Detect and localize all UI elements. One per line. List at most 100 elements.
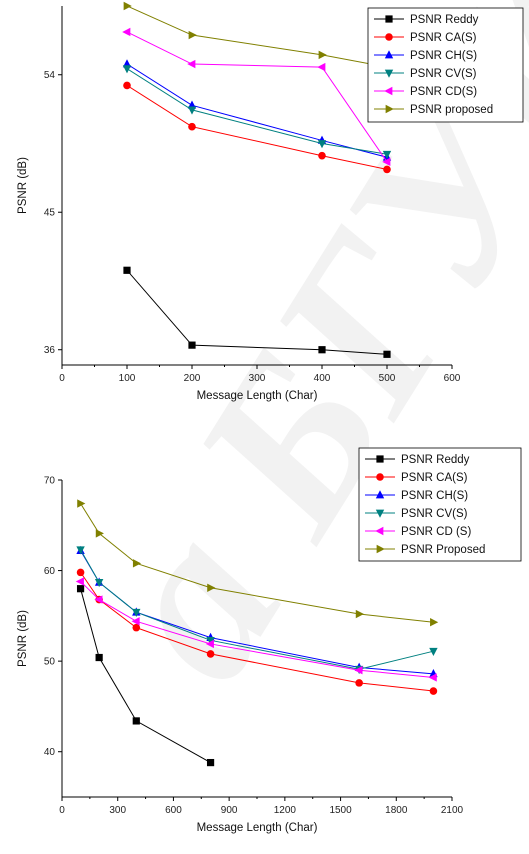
data-point <box>77 499 86 508</box>
series-6 <box>123 1 392 72</box>
y-axis-title: PSNR (dB) <box>17 157 29 214</box>
data-point <box>187 59 196 69</box>
legend-label: PSNR CA(S) <box>410 32 477 44</box>
y-tick-label: 45 <box>44 208 56 219</box>
series-2 <box>76 568 438 695</box>
y-tick-label: 70 <box>44 476 56 487</box>
data-point <box>383 350 391 358</box>
legend-marker <box>384 86 393 96</box>
data-point <box>132 608 141 618</box>
x-tick-label: 1800 <box>385 805 408 816</box>
x-tick-label: 0 <box>59 373 65 384</box>
x-tick-label: 500 <box>379 373 396 384</box>
data-point <box>187 106 197 115</box>
series-line <box>126 68 388 155</box>
data-point <box>132 623 141 632</box>
data-point <box>430 617 439 627</box>
series-1 <box>123 266 391 358</box>
data-point <box>206 758 215 767</box>
data-point <box>131 617 140 626</box>
data-point <box>318 151 326 160</box>
series-5 <box>75 577 437 682</box>
x-tick-label: 0 <box>59 805 65 816</box>
x-tick-label: 900 <box>221 805 238 816</box>
series-line <box>80 503 434 623</box>
data-point <box>132 717 140 725</box>
legend-marker <box>385 104 394 114</box>
legend-marker <box>385 15 393 23</box>
x-tick-label: 200 <box>184 373 201 384</box>
series-2 <box>123 81 391 174</box>
data-point <box>122 27 131 37</box>
data-point <box>122 65 132 74</box>
data-point <box>76 585 85 593</box>
legend-marker <box>375 509 385 518</box>
data-point <box>75 577 84 586</box>
data-point <box>382 150 392 159</box>
legend-marker <box>375 490 385 499</box>
data-point <box>123 1 132 11</box>
x-tick-label: 400 <box>314 373 331 384</box>
data-point <box>94 595 103 604</box>
series-line <box>126 5 388 68</box>
data-point <box>317 140 327 149</box>
y-tick-label: 60 <box>44 566 56 577</box>
series-line <box>126 269 388 355</box>
y-tick-label: 54 <box>44 70 56 81</box>
legend-label: PSNR CV(S) <box>401 508 468 520</box>
x-tick-label: 100 <box>119 373 136 384</box>
y-tick-label: 40 <box>44 747 56 758</box>
legend-box <box>358 447 522 562</box>
data-point <box>382 157 391 167</box>
legend-marker <box>384 50 394 59</box>
data-point <box>76 546 85 555</box>
data-point <box>318 346 326 354</box>
legend-label: PSNR CH(S) <box>401 490 468 502</box>
data-point <box>429 647 438 656</box>
data-point <box>383 165 391 174</box>
data-point <box>206 650 215 658</box>
legend-label: PSNR Proposed <box>401 544 485 556</box>
series-line <box>80 581 434 678</box>
data-point <box>355 679 363 687</box>
series-5 <box>122 27 391 167</box>
legend-marker <box>376 544 385 554</box>
y-axis-title: PSNR (dB) <box>17 610 29 667</box>
legend: PSNR Reddy PSNR CA(S) PSNR CH(S) PSNR CV(S)… <box>358 447 522 562</box>
series-line <box>80 549 434 670</box>
series-line <box>126 85 388 170</box>
legend: PSNR Reddy PSNR CA(S) PSNR CH(S) PSNR CV(S)… <box>367 7 524 123</box>
x-tick-label: 600 <box>444 373 461 384</box>
data-point <box>354 666 363 675</box>
data-point <box>206 636 215 646</box>
data-point <box>95 653 103 662</box>
data-point <box>188 341 196 349</box>
x-tick-label: 2100 <box>441 805 464 816</box>
data-point <box>428 673 437 682</box>
data-point <box>132 559 142 568</box>
x-tick-label: 1200 <box>274 805 297 816</box>
legend-label: PSNR CD (S) <box>401 526 471 538</box>
legend-label: PSNR CH(S) <box>410 50 477 62</box>
data-point <box>188 30 197 40</box>
series-line <box>80 588 211 764</box>
data-point <box>188 122 196 131</box>
x-tick-label: 300 <box>249 373 266 384</box>
series-1 <box>76 585 215 767</box>
y-tick-label: 36 <box>44 345 56 356</box>
legend-marker <box>376 473 384 481</box>
data-point <box>123 81 131 90</box>
legend-label: PSNR CD(S) <box>410 86 477 98</box>
data-point <box>94 578 104 588</box>
x-tick-label: 600 <box>165 805 182 816</box>
data-point <box>205 639 214 649</box>
legend-label: PSNR Reddy <box>410 14 479 26</box>
data-point <box>318 50 327 60</box>
legend-marker <box>385 33 393 41</box>
legend-label: PSNR CV(S) <box>410 68 477 80</box>
chart-bottom: 0 300 600 900 1200 1500 1800 2100 40 50 60 70 Messag… <box>17 447 522 834</box>
legend-label: PSNR CA(S) <box>401 472 468 484</box>
legend-box <box>367 7 524 123</box>
x-tick-label: 1500 <box>329 805 352 816</box>
